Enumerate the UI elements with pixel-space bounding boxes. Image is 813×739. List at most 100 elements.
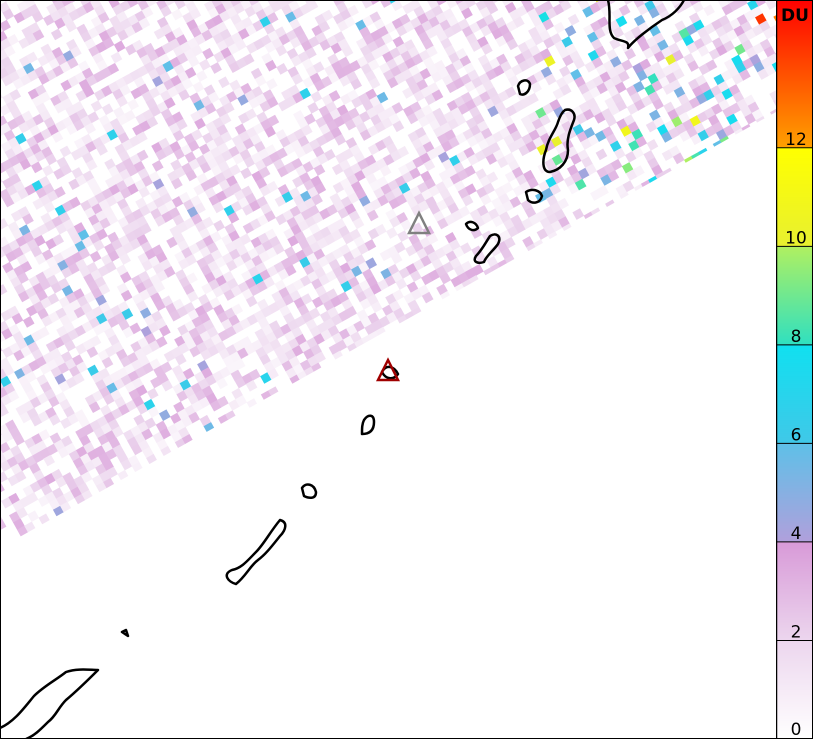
so2-pixel	[552, 172, 565, 185]
colorbar-tick-label: 12	[785, 130, 807, 150]
so2-pixel	[38, 91, 51, 104]
so2-map	[0, 0, 776, 739]
so2-pixel	[530, 81, 543, 94]
so2-pixel	[187, 55, 200, 68]
so2-pixel	[2, 364, 15, 377]
so2-pixel	[409, 270, 422, 282]
so2-pixel	[235, 395, 248, 407]
so2-pixel	[345, 305, 358, 318]
so2-pixel	[30, 161, 43, 174]
so2-pixel	[607, 170, 620, 182]
so2-pixel	[0, 218, 9, 230]
so2-pixel	[275, 44, 288, 57]
so2-pixel	[605, 115, 617, 127]
so2-pixel	[82, 85, 95, 98]
so2-pixel	[11, 312, 24, 325]
so2-pixel	[486, 2, 499, 15]
so2-pixel	[172, 129, 185, 142]
so2-pixel	[14, 470, 27, 483]
so2-pixel	[464, 0, 477, 8]
so2-pixel	[96, 144, 108, 156]
so2-pixel	[559, 0, 572, 12]
so2-pixel	[300, 293, 313, 305]
so2-pixel	[34, 234, 46, 247]
so2-pixel	[367, 59, 380, 71]
so2-pixel	[194, 202, 206, 215]
so2-pixel	[618, 70, 630, 83]
so2-pixel	[26, 51, 38, 64]
so2-pixel	[64, 339, 76, 352]
so2-pixel	[306, 0, 319, 12]
so2-pixel	[501, 181, 514, 194]
so2-pixel	[254, 74, 267, 87]
so2-pixel	[612, 26, 625, 39]
so2-pixel	[0, 19, 11, 32]
so2-pixel	[85, 159, 98, 171]
so2-pixel	[163, 266, 176, 278]
colorbar-tick-label: 4	[791, 524, 802, 544]
so2-pixel	[533, 239, 546, 251]
so2-pixel	[160, 361, 173, 374]
so2-pixel	[299, 87, 312, 100]
so2-pixel	[266, 12, 279, 24]
so2-pixel	[585, 163, 597, 176]
so2-pixel	[245, 108, 257, 121]
so2-pixel	[116, 95, 128, 108]
so2-pixel	[194, 117, 206, 130]
so2-pixel	[390, 252, 403, 265]
so2-pixel	[352, 217, 365, 230]
so2-pixel	[0, 89, 3, 102]
so2-pixel	[84, 122, 97, 135]
so2-pixel	[189, 7, 202, 20]
so2-pixel	[266, 96, 279, 109]
so2-pixel	[227, 211, 240, 224]
so2-pixel	[368, 0, 381, 5]
so2-pixel	[594, 45, 607, 58]
so2-pixel	[97, 11, 110, 24]
so2-pixel	[472, 263, 484, 276]
so2-pixel	[618, 4, 631, 17]
so2-pixel	[213, 219, 225, 232]
so2-pixel	[698, 147, 711, 160]
so2-pixel	[171, 8, 183, 21]
so2-pixel	[245, 379, 258, 392]
so2-pixel	[572, 208, 585, 220]
so2-pixel	[461, 194, 474, 207]
so2-pixel	[242, 53, 255, 66]
so2-pixel	[101, 103, 114, 116]
so2-pixel	[527, 177, 539, 189]
so2-pixel	[597, 185, 609, 197]
so2-pixel	[182, 367, 195, 380]
so2-pixel	[379, 0, 392, 8]
so2-pixel	[400, 219, 413, 231]
so2-pixel	[120, 271, 132, 284]
so2-pixel	[258, 166, 271, 179]
so2-pixel	[464, 165, 476, 177]
so2-pixel	[506, 38, 519, 51]
so2-pixel	[2, 8, 15, 21]
so2-pixel	[192, 81, 205, 93]
so2-pixel	[210, 231, 222, 243]
so2-pixel	[622, 0, 634, 5]
so2-pixel	[239, 233, 252, 246]
so2-pixel	[324, 149, 336, 161]
so2-pixel	[185, 169, 198, 182]
so2-pixel	[88, 401, 101, 414]
so2-pixel	[0, 519, 7, 531]
so2-pixel	[25, 371, 37, 383]
island-f	[300, 483, 318, 499]
so2-pixel	[574, 178, 587, 191]
so2-pixel	[20, 261, 33, 273]
colorbar-tick-label: 10	[785, 228, 807, 248]
so2-pixel	[567, 13, 580, 26]
so2-pixel	[186, 290, 199, 303]
so2-pixel	[439, 272, 452, 285]
so2-pixel	[1, 0, 14, 2]
so2-pixel	[174, 353, 187, 366]
so2-pixel	[632, 146, 644, 159]
so2-pixel	[70, 46, 82, 58]
so2-pixel	[590, 207, 603, 220]
so2-pixel	[0, 284, 8, 296]
so2-pixel	[188, 411, 201, 424]
so2-pixel	[263, 276, 276, 289]
